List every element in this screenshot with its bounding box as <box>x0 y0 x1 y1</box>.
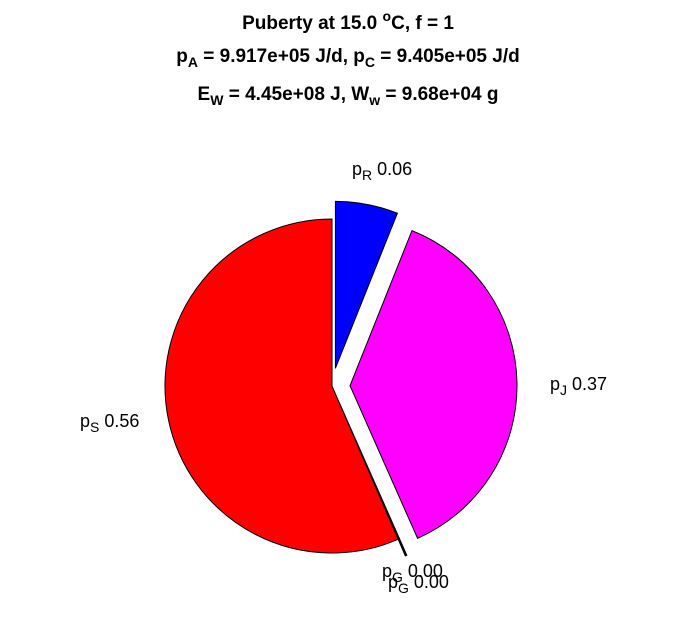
slice-label-1: pR 0.06 <box>352 159 412 183</box>
slice-label-2: pJ 0.37 <box>550 374 607 398</box>
slice-label-2-value: 0.37 <box>567 374 607 394</box>
title-line-2-part-5: = 9.405e+05 J/d <box>375 46 520 67</box>
slice-label-1-value: 0.06 <box>372 159 412 179</box>
title-line-2-part-1: p <box>176 46 188 67</box>
slice-label-4-value: 0.00 <box>409 572 449 592</box>
slice-label-4-symbol: p <box>388 572 398 592</box>
slice-label-5-subscript: S <box>90 419 99 435</box>
title-line-1-part-1: Puberty at 15.0 <box>242 13 382 34</box>
pie-slice-ps-5 <box>164 218 399 554</box>
slice-label-1-symbol: p <box>352 159 362 179</box>
slice-label-3-value: 0.00 <box>403 561 443 581</box>
title-line-2-part-2: A <box>188 54 198 70</box>
title-line-3: EW = 4.45e+08 J, Ww = 9.68e+04 g <box>198 84 499 108</box>
title-line-3-part-1: E <box>198 84 211 105</box>
slice-label-5-value: 0.56 <box>99 411 139 431</box>
title-line-1: Puberty at 15.0 oC, f = 1 <box>242 8 454 34</box>
slice-label-4: pG 0.00 <box>388 572 449 596</box>
slice-label-4-subscript: G <box>398 580 409 596</box>
title-line-3-part-5: = 9.68e+04 g <box>380 84 498 105</box>
title-line-3-part-3: = 4.45e+08 J, W <box>223 84 369 105</box>
pie-slice-pj-2 <box>349 229 518 540</box>
title-line-3-part-2: W <box>210 92 224 108</box>
slice-label-3-symbol: p <box>382 561 392 581</box>
title-line-1-part-3: C, f = 1 <box>391 13 454 34</box>
chart-title: Puberty at 15.0 oC, f = 1 pA = 9.917e+05 … <box>176 8 519 108</box>
pie-slice-pr-1 <box>334 200 399 369</box>
slice-label-3: pG 0.00 <box>382 561 443 585</box>
title-line-1-part-2: o <box>383 8 392 24</box>
slice-label-3-subscript: G <box>392 569 403 585</box>
slice-label-2-symbol: p <box>550 374 560 394</box>
slice-label-2-subscript: J <box>560 382 567 398</box>
pie-slices <box>164 200 518 557</box>
title-line-2-part-4: C <box>365 54 375 70</box>
slice-label-5: pS 0.56 <box>80 411 139 435</box>
title-line-3-part-4: w <box>368 92 380 108</box>
slice-label-5-symbol: p <box>80 411 90 431</box>
title-line-2: pA = 9.917e+05 J/d, pC = 9.405e+05 J/d <box>176 46 519 70</box>
title-line-2-part-3: = 9.917e+05 J/d, p <box>198 46 365 67</box>
slice-label-1-subscript: R <box>362 167 372 183</box>
